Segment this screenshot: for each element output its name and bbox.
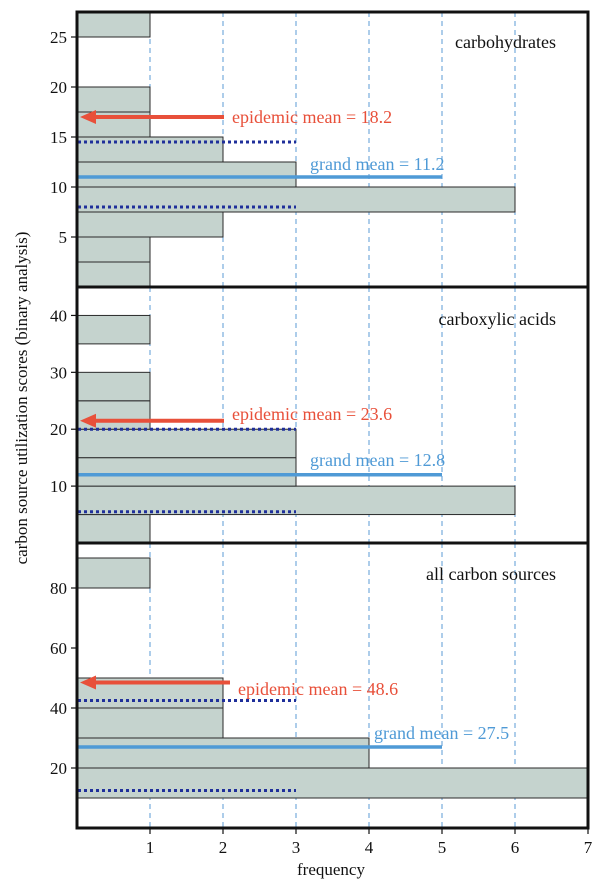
histogram-bar bbox=[76, 767, 589, 799]
histogram-bar bbox=[76, 314, 151, 345]
y-tick-label: 40 bbox=[50, 699, 67, 718]
x-tick-label: 4 bbox=[365, 838, 374, 857]
y-tick-label: 20 bbox=[50, 759, 67, 778]
y-tick-label: 15 bbox=[50, 128, 67, 147]
epidemic-mean-label: epidemic mean = 23.6 bbox=[232, 404, 392, 424]
x-tick-label: 5 bbox=[438, 838, 447, 857]
panel-3: grand mean = 27.5 epidemic mean = 48.6 all… bbox=[50, 541, 590, 830]
histogram-bar bbox=[76, 261, 151, 288]
epidemic-mean-label: epidemic mean = 18.2 bbox=[232, 107, 392, 127]
histogram-bar bbox=[76, 86, 151, 113]
histogram-bar bbox=[76, 371, 151, 402]
histogram-bar bbox=[76, 211, 224, 238]
x-tick-label: 3 bbox=[292, 838, 301, 857]
histogram-bar bbox=[76, 236, 151, 263]
grand-mean-label: grand mean = 11.2 bbox=[310, 154, 444, 174]
y-tick-label: 40 bbox=[50, 306, 67, 325]
histogram-bar bbox=[76, 161, 297, 188]
panel-1: grand mean = 11.2 epidemic mean = 18.2 car… bbox=[50, 10, 590, 289]
epidemic-arrowhead bbox=[80, 413, 96, 428]
histogram-bar bbox=[76, 514, 151, 544]
y-tick-label: 10 bbox=[50, 178, 67, 197]
panel-title: carbohydrates bbox=[455, 32, 556, 52]
histogram-bar bbox=[76, 400, 151, 430]
y-tick-label: 20 bbox=[50, 78, 67, 97]
y-tick-label: 30 bbox=[50, 363, 67, 382]
x-tick-label: 1 bbox=[146, 838, 155, 857]
panel-2: grand mean = 12.8 epidemic mean = 23.6 car… bbox=[50, 285, 590, 545]
epidemic-arrowhead bbox=[80, 675, 96, 690]
y-tick-label: 10 bbox=[50, 477, 67, 496]
epidemic-arrowhead bbox=[80, 110, 96, 124]
histogram-bar bbox=[76, 428, 297, 459]
y-axis-label: carbon source utilization scores (binary… bbox=[12, 232, 31, 565]
panel-frame bbox=[75, 541, 590, 830]
y-tick-label: 5 bbox=[59, 228, 68, 247]
histogram-bar bbox=[76, 11, 151, 38]
panel-title: carboxylic acids bbox=[439, 309, 556, 329]
epidemic-mean-label: epidemic mean = 48.6 bbox=[238, 679, 398, 699]
panel-title: all carbon sources bbox=[426, 564, 556, 584]
chart-root: grand mean = 11.2 epidemic mean = 18.2 car… bbox=[50, 10, 593, 857]
x-axis-label: frequency bbox=[297, 860, 365, 879]
y-tick-label: 20 bbox=[50, 420, 67, 439]
grand-mean-label: grand mean = 27.5 bbox=[374, 723, 509, 743]
x-tick-label: 7 bbox=[584, 838, 593, 857]
x-tick-label: 6 bbox=[511, 838, 520, 857]
histogram-bar bbox=[76, 557, 151, 589]
y-tick-label: 25 bbox=[50, 28, 67, 47]
grand-mean-label: grand mean = 12.8 bbox=[310, 450, 445, 470]
y-tick-label: 60 bbox=[50, 639, 67, 658]
y-tick-label: 80 bbox=[50, 579, 67, 598]
histogram-bar bbox=[76, 707, 224, 739]
histogram-bar bbox=[76, 485, 516, 516]
histogram-bar bbox=[76, 457, 297, 487]
x-tick-label: 2 bbox=[219, 838, 228, 857]
histogram-bar bbox=[76, 737, 370, 769]
